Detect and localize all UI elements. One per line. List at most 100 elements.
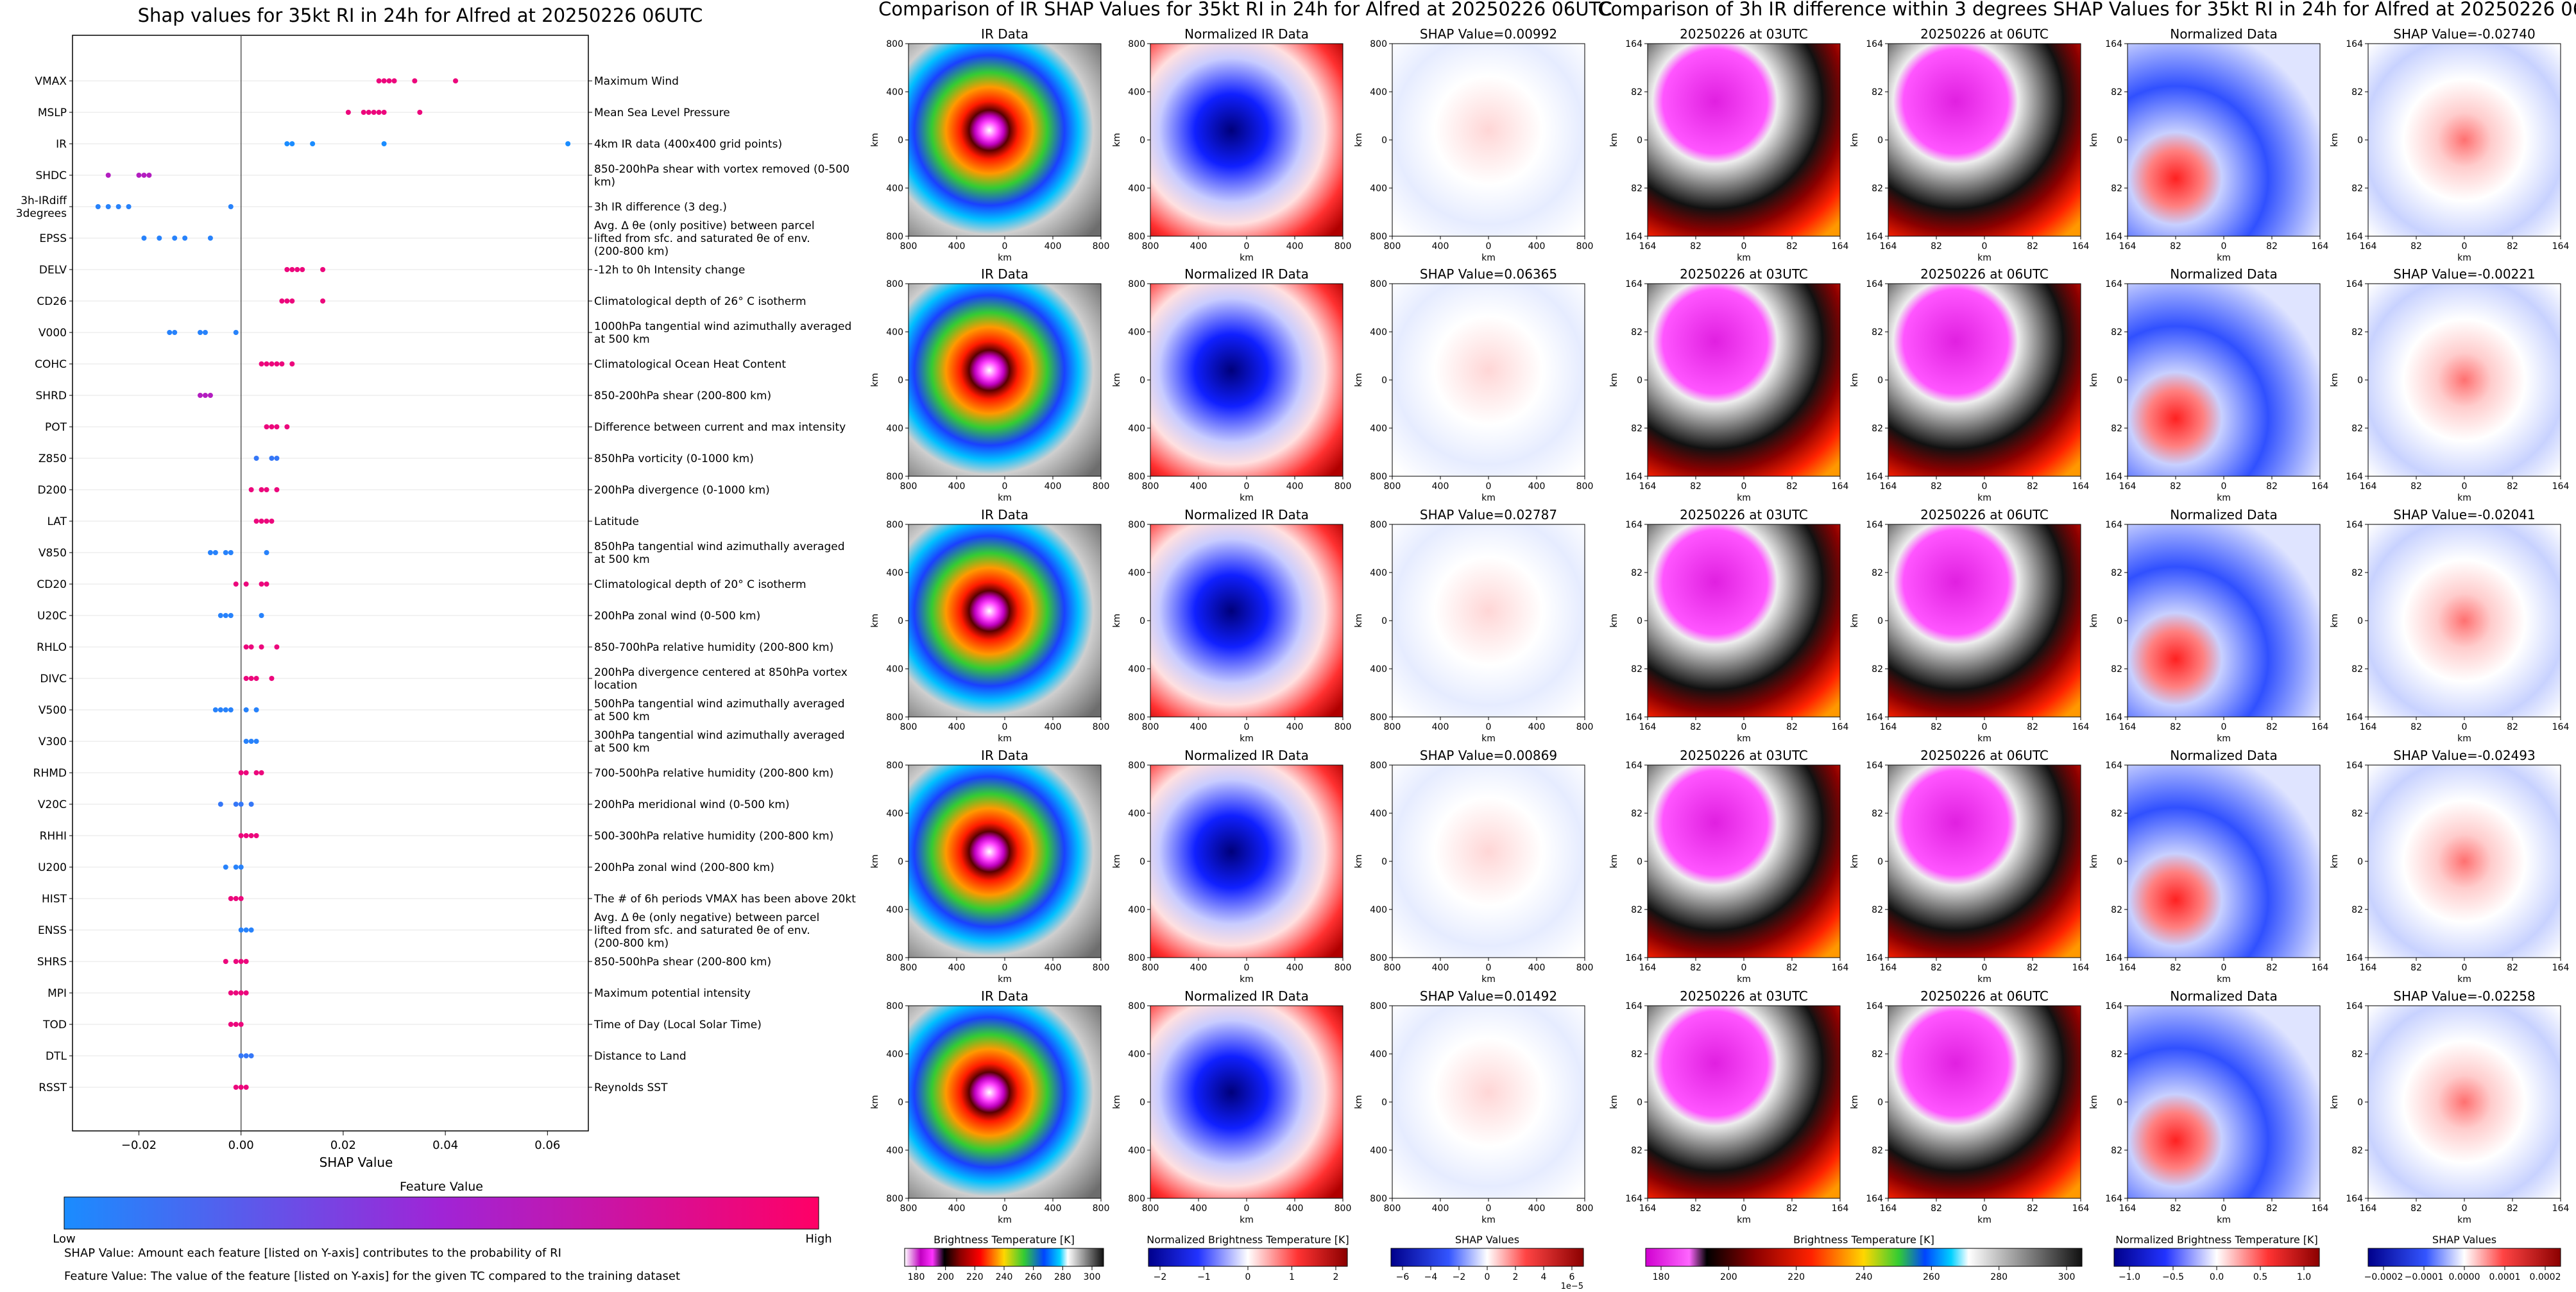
tick-label: 0 [2357, 1098, 2363, 1108]
shap-point [223, 865, 228, 870]
axis-label: km [1977, 253, 1992, 263]
shap-point [167, 330, 173, 335]
tick-label: 800 [1384, 1203, 1401, 1214]
tick-label: 400 [886, 184, 903, 194]
axis-label: km [1354, 854, 1364, 868]
tick-label: 800 [886, 520, 903, 530]
tick-label: 82 [1631, 664, 1642, 675]
tick-label: 82 [1690, 963, 1702, 973]
tick-label: 0 [1381, 857, 1387, 867]
panel-title: SHAP Value=-0.02041 [2393, 507, 2535, 522]
tick-label: 82 [1631, 809, 1642, 819]
tick-label: 82 [2351, 664, 2363, 675]
shap-point [238, 865, 244, 870]
tick-label: 0 [1244, 722, 1250, 732]
shap-point [381, 141, 387, 146]
feature-name: RHLO [37, 641, 67, 654]
tick-label: 400 [1370, 905, 1387, 915]
shap-point [274, 424, 280, 429]
tick-label: 800 [1370, 520, 1387, 530]
tick-label: 82 [1631, 905, 1642, 915]
panel-image [908, 1005, 1102, 1199]
shap-point [248, 802, 254, 807]
shap-point [253, 833, 259, 838]
axis-label: km [1737, 734, 1751, 744]
tick-label: 164 [1832, 1203, 1849, 1214]
tick-label: 164 [2119, 241, 2137, 252]
tick-label: 0 [1637, 857, 1642, 867]
axis-label: km [1850, 1095, 1860, 1109]
shap-point [284, 298, 290, 304]
tick-label: 400 [1128, 1146, 1145, 1156]
shap-point [218, 707, 223, 712]
footnote-feature: Feature Value: The value of the feature … [64, 1270, 681, 1283]
tick-label: 0 [1982, 722, 1988, 732]
tick-label: 400 [1370, 87, 1387, 98]
tick-label: 82 [2111, 905, 2122, 915]
tick-label: 0 [1139, 1098, 1145, 1108]
tick-label: 0 [2117, 135, 2122, 146]
axis-label: km [2089, 1095, 2099, 1109]
shap-point [228, 1022, 234, 1027]
tick-label: 400 [1528, 481, 1546, 492]
tick-label: 82 [1631, 87, 1642, 98]
colorbar-label: Normalized Brightness Temperature [K] [1147, 1234, 1349, 1246]
tick-label: 82 [2111, 1049, 2122, 1060]
shap-point [172, 330, 178, 335]
tick-label: 400 [1190, 722, 1207, 732]
tick-label: 82 [2027, 963, 2038, 973]
shap-point [289, 361, 295, 366]
tick-label: −2 [1453, 1272, 1466, 1282]
tick-label: 800 [1370, 761, 1387, 771]
tick-label: 82 [2507, 722, 2518, 732]
tick-label: 0 [1982, 481, 1988, 492]
shap-point [248, 833, 254, 838]
tick-label: 400 [1286, 963, 1304, 973]
shap-point [233, 896, 239, 901]
tick-label: 82 [1631, 1049, 1642, 1060]
axis-label: km [1354, 1095, 1364, 1109]
shap-point [223, 707, 228, 712]
feature-description: at 500 km [594, 333, 650, 346]
panel-image [1888, 43, 2081, 237]
tick-label: 800 [1384, 722, 1401, 732]
shap-point [243, 581, 249, 587]
tick-label: 164 [2105, 1001, 2122, 1012]
tick-label: 164 [1880, 1203, 1897, 1214]
axis-label: km [1977, 1215, 1992, 1225]
tick-label: 800 [1370, 232, 1387, 242]
shap-point [233, 990, 239, 995]
tick-label: 164 [2119, 1203, 2137, 1214]
colorbar [2367, 1248, 2561, 1267]
axis-label: km [998, 1215, 1012, 1225]
tick-label: 0 [1244, 241, 1250, 252]
tick-label: 0 [2117, 1098, 2122, 1108]
colorbar [1390, 1248, 1584, 1267]
colorbar [2113, 1248, 2320, 1267]
panel-image [1888, 764, 2081, 958]
feature-name: HIST [42, 893, 67, 906]
tick-label: 164 [2552, 963, 2570, 973]
feature-description: 4km IR data (400x400 grid points) [594, 138, 782, 151]
tick-label: 400 [1528, 963, 1546, 973]
tick-label: 2 [1333, 1272, 1339, 1282]
tick-label: 0 [2117, 375, 2122, 386]
axis-label: km [1609, 1095, 1619, 1109]
shap-point [269, 519, 275, 524]
tick-label: 400 [1190, 963, 1207, 973]
shap-point [223, 959, 228, 964]
shap-point [218, 802, 223, 807]
shap-point [264, 581, 269, 587]
panel-title: SHAP Value=-0.02493 [2393, 748, 2535, 763]
tick-label: 400 [1128, 809, 1145, 819]
axis-label: km [2217, 493, 2231, 503]
panel-title: IR Data [981, 266, 1028, 282]
tick-label: 800 [1128, 279, 1145, 289]
tick-label: 180 [1653, 1272, 1670, 1282]
feature-description: 850hPa tangential wind azimuthally avera… [594, 540, 845, 553]
feature-description: Latitude [594, 515, 639, 528]
tick-label: 82 [1872, 905, 1883, 915]
feature-description: 200hPa meridional wind (0-500 km) [594, 798, 790, 811]
axis-label: km [1609, 133, 1619, 147]
tick-label: 82 [2266, 241, 2278, 252]
